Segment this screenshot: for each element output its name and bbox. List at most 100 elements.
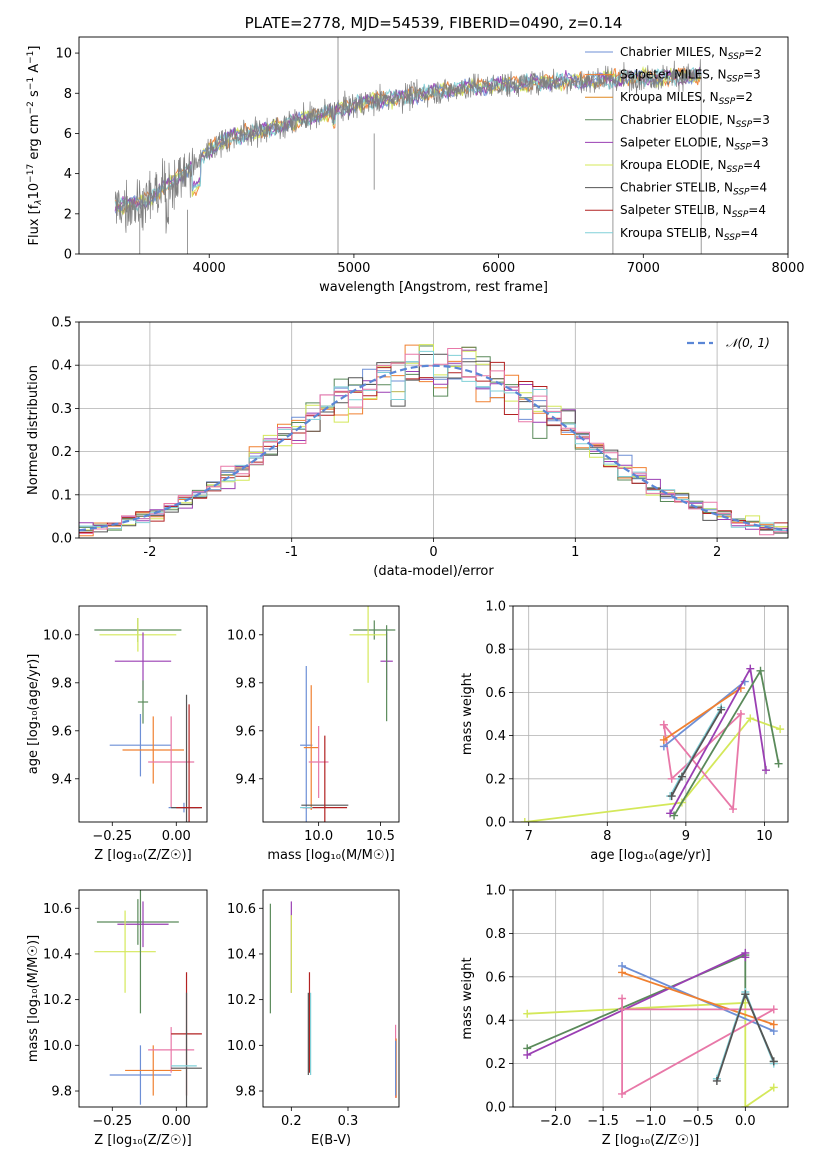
- x-tick-label: 5000: [337, 261, 370, 276]
- y-tick-label: 0.0: [485, 1101, 506, 1116]
- plot-area: [523, 948, 778, 1107]
- x-tick-label: 0.3: [338, 1114, 359, 1129]
- y-tick-label: 0.0: [51, 532, 72, 547]
- axes-weight_vs_age: 7 8 9 10 0.0 0.2 0.4 0.6 0.8 1.0 age [log₁₀(age/yr…: [460, 600, 789, 863]
- x-tick-label: 7000: [627, 261, 660, 276]
- legend-label: Kroupa ELODIE, NSSP=4: [620, 158, 761, 175]
- weight-marker: [729, 805, 737, 814]
- y-tick-label: 9.8: [235, 1085, 256, 1100]
- x-tick-label: 9: [682, 829, 690, 844]
- weight-marker: [520, 818, 529, 822]
- ticks: 10.0 10.5 9.4 9.6 9.8 10.0: [227, 628, 395, 844]
- weight-marker: [769, 1020, 778, 1029]
- weight-marker: [712, 1076, 721, 1085]
- y-tick-label: 1.0: [485, 600, 506, 615]
- weight-marker: [618, 1089, 627, 1098]
- y-axis-label: mass weight: [460, 673, 475, 755]
- weight-line: [527, 1001, 775, 1107]
- x-tick-label: −1.5: [587, 1114, 619, 1129]
- ticks: -2 -1 0 1 2 0.0 0.1 0.2 0.3 0.4 0.5: [51, 316, 721, 561]
- y-tick-label: 8: [64, 87, 72, 102]
- weight-marker: [667, 774, 676, 783]
- axes-age_vs_Z: −0.25 0.00 9.4 9.6 9.8 10.0 Z [log₁₀(Z/Z☉)] age…: [26, 605, 208, 863]
- x-tick-label: −1.0: [635, 1114, 667, 1129]
- y-tick-label: 9.4: [235, 772, 256, 787]
- weight-line: [621, 998, 778, 1096]
- plot-area: [114, 37, 702, 254]
- y-tick-label: 0.4: [51, 359, 72, 374]
- y-tick-label: 10.0: [227, 628, 256, 643]
- weight-marker: [746, 664, 755, 673]
- ticks: 4000 5000 6000 7000 8000 0 2 4 6 8 10: [55, 47, 804, 276]
- y-tick-label: 10.0: [43, 628, 72, 643]
- y-axis-label: Flux [fλ10−17 erg cm−2 s−1 A−1]: [26, 46, 44, 246]
- y-tick-label: 10.6: [43, 902, 72, 917]
- legend-label: Salpeter MILES, NSSP=3: [620, 68, 761, 85]
- legend-label: Chabrier MILES, NSSP=2: [620, 45, 762, 62]
- x-tick-label: 0.2: [281, 1114, 302, 1129]
- legend-label: Kroupa MILES, NSSP=2: [620, 90, 753, 107]
- x-tick-label: −0.25: [92, 1114, 132, 1129]
- axes-mass_vs_Z: −0.25 0.00 9.8 10.0 10.2 10.4 10.6 Z [log₁₀(Z/Z…: [26, 889, 208, 1148]
- weight-marker: [774, 759, 783, 768]
- axes-frame: [262, 889, 400, 1108]
- axes-frame: [512, 889, 789, 1108]
- normal-curve: [79, 364, 788, 532]
- x-tick-label: −0.5: [682, 1114, 714, 1129]
- y-tick-label: 10.4: [227, 947, 256, 962]
- y-tick-label: 0.6: [485, 686, 506, 701]
- weight-marker: [670, 811, 679, 820]
- x-axis-label: Z [log₁₀(Z/Z☉)]: [602, 1133, 699, 1148]
- weight-marker: [741, 1103, 750, 1107]
- weight-marker: [741, 990, 750, 999]
- y-tick-label: 10.2: [43, 993, 72, 1008]
- x-tick-label: 0.00: [162, 1114, 191, 1129]
- weight-marker: [756, 666, 765, 675]
- plot-area: [94, 618, 202, 822]
- y-tick-label: 9.6: [51, 724, 72, 739]
- axes-residuals: -2 -1 0 1 2 0.0 0.1 0.2 0.3 0.4 0.5 (data-model)/er…: [26, 316, 789, 579]
- y-axis-label: age [log₁₀(age/yr)]: [26, 654, 41, 775]
- axes-frame: [262, 605, 400, 823]
- y-tick-label: 9.8: [51, 1085, 72, 1100]
- y-tick-label: 9.8: [235, 676, 256, 691]
- y-tick-label: 10.0: [43, 1039, 72, 1054]
- plot-area: [79, 344, 788, 538]
- weight-marker: [769, 1057, 778, 1066]
- ticks: 0.2 0.3 9.8 10.0 10.2 10.4 10.6: [227, 902, 358, 1129]
- plot-area: [94, 890, 202, 1107]
- weight-marker: [769, 1005, 778, 1014]
- y-tick-label: 1.0: [485, 884, 506, 899]
- y-tick-label: 2: [64, 207, 72, 222]
- x-tick-label: 0.00: [162, 829, 191, 844]
- y-tick-label: 0.1: [51, 488, 72, 503]
- axes-frame: [78, 321, 789, 539]
- x-axis-label: Z [log₁₀(Z/Z☉)]: [94, 848, 191, 863]
- x-tick-label: 0: [429, 545, 437, 560]
- y-tick-label: 9.8: [51, 676, 72, 691]
- x-axis-label: wavelength [Angstrom, rest frame]: [319, 280, 548, 295]
- weight-line: [524, 717, 781, 822]
- weight-marker: [618, 968, 627, 977]
- weight-marker: [659, 720, 668, 729]
- x-tick-label: 6000: [482, 261, 515, 276]
- x-axis-label: age [log₁₀(age/yr)]: [590, 848, 711, 863]
- x-axis-label: Z [log₁₀(Z/Z☉)]: [94, 1133, 191, 1148]
- axes-frame: [78, 605, 208, 823]
- legend: Chabrier MILES, NSSP=2 Salpeter MILES, NS…: [585, 45, 770, 243]
- legend-label: Kroupa STELIB, NSSP=4: [620, 226, 758, 243]
- axes-frame: [512, 605, 789, 823]
- y-tick-label: 9.6: [235, 724, 256, 739]
- y-tick-label: 10.6: [227, 902, 256, 917]
- y-tick-label: 0: [64, 248, 72, 263]
- legend-label: Chabrier STELIB, NSSP=4: [620, 181, 767, 198]
- y-tick-label: 10: [55, 47, 72, 62]
- x-tick-label: -2: [143, 545, 156, 560]
- x-tick-label: 10: [756, 829, 773, 844]
- weight-marker: [769, 1083, 778, 1092]
- y-axis-label: Normed distribution: [26, 365, 41, 495]
- y-tick-label: 0.0: [485, 816, 506, 831]
- weight-line: [670, 709, 722, 797]
- x-tick-label: 2: [713, 545, 721, 560]
- y-tick-label: 0.3: [51, 402, 72, 417]
